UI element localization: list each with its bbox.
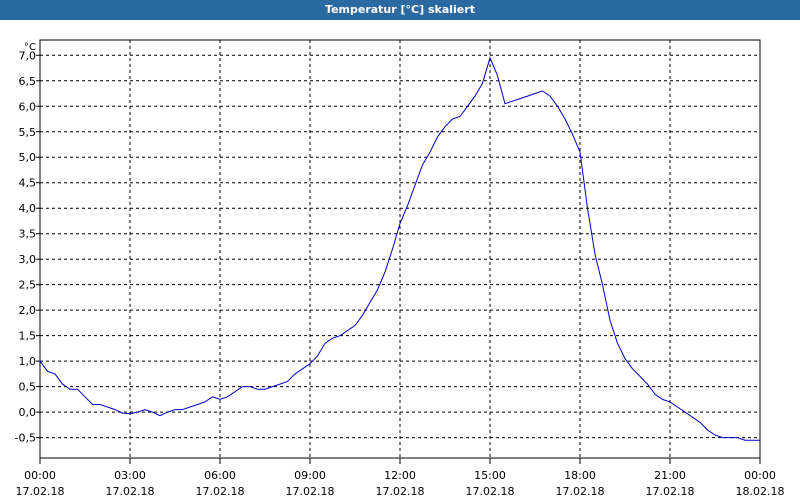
chart-title-bar: Temperatur [°C] skaliert — [0, 0, 800, 20]
x-tick-date-label: 17.02.18 — [196, 485, 245, 498]
y-tick-label: 6,5 — [19, 75, 37, 88]
x-tick-time-label: 09:00 — [294, 469, 326, 482]
y-tick-label: 5,0 — [19, 151, 37, 164]
x-tick-date-label: 17.02.18 — [466, 485, 515, 498]
x-axis: 00:00 17.02.18 03:00 17.02.18 06:00 17.02.18 0… — [16, 458, 785, 498]
y-tick-label: 1,0 — [19, 355, 37, 368]
x-tick-time-label: 06:00 — [204, 469, 236, 482]
y-tick-label: 3,0 — [19, 253, 37, 266]
x-tick-date-label: 17.02.18 — [376, 485, 425, 498]
y-tick-label: 0,5 — [19, 381, 37, 394]
y-tick-label: 2,5 — [19, 279, 37, 292]
x-tick-time-label: 18:00 — [564, 469, 596, 482]
y-tick-label: 0,0 — [19, 406, 37, 419]
y-axis: 7,0 6,5 6,0 5,5 5,0 4,5 4,0 3,5 3,0 2,5 2,0 1,5 1,0 0… — [15, 49, 40, 445]
y-tick-label: 5,5 — [19, 126, 37, 139]
x-tick-time-label: 00:00 — [24, 469, 56, 482]
series-line — [39, 56, 760, 441]
x-tick-date-label: 17.02.18 — [646, 485, 695, 498]
x-tick-date-label: 17.02.18 — [556, 485, 605, 498]
x-tick-time-label: 12:00 — [384, 469, 416, 482]
x-tick-time-label: 00:00 — [744, 469, 776, 482]
x-tick-date-label: 17.02.18 — [106, 485, 155, 498]
y-tick-label: 6,0 — [19, 100, 37, 113]
y-tick-label: 2,0 — [19, 304, 37, 317]
y-tick-label: 4,5 — [19, 177, 37, 190]
grid — [40, 40, 760, 458]
y-tick-label: 7,0 — [19, 49, 37, 62]
x-tick-date-label: 18.02.18 — [736, 485, 785, 498]
x-tick-time-label: 21:00 — [654, 469, 686, 482]
y-tick-label: 4,0 — [19, 202, 37, 215]
y-tick-label: 1,5 — [19, 330, 37, 343]
x-tick-date-label: 17.02.18 — [16, 485, 65, 498]
temperature-chart: 7,0 6,5 6,0 5,5 5,0 4,5 4,0 3,5 3,0 2,5 2,0 1,5 1,0 0… — [15, 39, 785, 498]
y-axis-unit-label: °C — [24, 42, 36, 53]
x-tick-time-label: 03:00 — [114, 469, 146, 482]
y-tick-label: 3,5 — [19, 228, 37, 241]
y-tick-label: -0,5 — [15, 432, 36, 445]
chart-title: Temperatur [°C] skaliert — [325, 3, 475, 16]
x-tick-time-label: 15:00 — [474, 469, 506, 482]
x-tick-date-label: 17.02.18 — [286, 485, 335, 498]
